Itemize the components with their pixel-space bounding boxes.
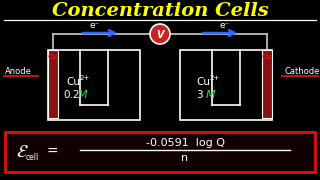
Text: Cu: Cu xyxy=(66,77,80,87)
Text: cell: cell xyxy=(25,152,39,161)
Bar xyxy=(48,50,140,120)
Text: -0.0591  log Q: -0.0591 log Q xyxy=(146,138,225,148)
Bar xyxy=(262,50,272,118)
Text: =: = xyxy=(46,145,58,159)
Text: V: V xyxy=(156,30,164,39)
Text: Concentration Cells: Concentration Cells xyxy=(52,2,268,20)
Text: Cu: Cu xyxy=(196,77,210,87)
Bar xyxy=(180,50,272,120)
Text: n: n xyxy=(181,153,188,163)
Text: 0.2: 0.2 xyxy=(63,90,79,100)
Text: 3: 3 xyxy=(196,90,203,100)
Text: M: M xyxy=(206,90,216,100)
Text: 2+: 2+ xyxy=(80,75,90,81)
Bar xyxy=(48,50,58,118)
Text: Anode: Anode xyxy=(4,68,31,76)
Text: M: M xyxy=(78,90,88,100)
Text: 2+: 2+ xyxy=(210,75,220,81)
Text: Cathode: Cathode xyxy=(284,68,320,76)
Text: $\mathcal{E}$: $\mathcal{E}$ xyxy=(16,143,28,161)
Text: Cu: Cu xyxy=(48,54,58,60)
Text: e⁻: e⁻ xyxy=(90,21,100,30)
Text: Cu: Cu xyxy=(262,54,272,60)
Text: e⁻: e⁻ xyxy=(220,21,230,30)
Bar xyxy=(5,132,315,172)
Circle shape xyxy=(150,24,170,44)
